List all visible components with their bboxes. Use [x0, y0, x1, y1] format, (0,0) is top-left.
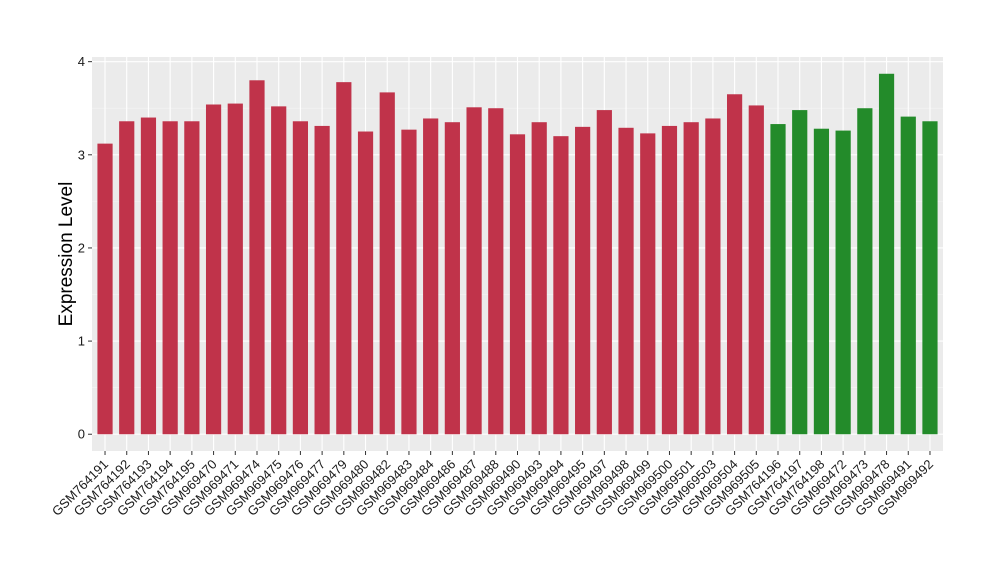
y-tick-label: 1	[78, 334, 85, 349]
bar-GSM969479	[336, 82, 352, 435]
bar-GSM969483	[401, 129, 417, 435]
bar-GSM969476	[292, 121, 309, 435]
bar-GSM764194	[162, 121, 178, 435]
bar-GSM969494	[553, 136, 569, 435]
bar-GSM969500	[661, 125, 678, 435]
bar-GSM764196	[770, 124, 786, 435]
bar-GSM764191	[97, 143, 113, 435]
bar-GSM969488	[488, 108, 504, 435]
bar-GSM969492	[922, 121, 938, 435]
bars	[97, 73, 938, 435]
bar-GSM969482	[379, 92, 395, 435]
y-tick-label: 3	[78, 147, 85, 162]
bar-GSM969501	[683, 122, 699, 435]
bar-GSM969475	[271, 106, 287, 435]
x-axis: GSM764191GSM764192GSM764193GSM764194GSM7…	[49, 451, 936, 519]
bar-GSM969478	[878, 73, 895, 435]
bar-GSM969497	[596, 110, 612, 435]
y-tick-label: 0	[78, 427, 85, 442]
bar-GSM969470	[205, 104, 222, 435]
bar-GSM969480	[357, 131, 374, 435]
bar-GSM969499	[640, 133, 656, 435]
bar-GSM969491	[900, 116, 916, 435]
bar-GSM969503	[705, 118, 721, 435]
bar-GSM969472	[835, 130, 851, 435]
bar-GSM969486	[444, 122, 460, 435]
bar-GSM764192	[119, 121, 135, 435]
bar-GSM969495	[575, 126, 591, 435]
bar-GSM969504	[726, 94, 743, 435]
bar-GSM969471	[227, 103, 243, 435]
bar-GSM969484	[423, 118, 439, 435]
bar-GSM969474	[249, 80, 265, 435]
bar-GSM969473	[857, 108, 873, 435]
bar-GSM969505	[748, 105, 764, 435]
bar-GSM969493	[531, 122, 547, 435]
bar-GSM764193	[140, 117, 157, 435]
bar-GSM764197	[792, 110, 808, 435]
bar-GSM969490	[509, 134, 526, 435]
bar-GSM969477	[314, 125, 330, 435]
bar-GSM969498	[618, 127, 634, 435]
y-tick-label: 2	[78, 240, 85, 255]
bar-GSM764198	[813, 128, 830, 435]
bar-GSM969487	[466, 107, 482, 435]
y-axis-title: Expression Level	[56, 182, 77, 327]
y-axis: 0 1 2 3 4	[78, 54, 92, 442]
y-tick-label: 4	[78, 54, 85, 69]
bar-GSM764195	[184, 121, 200, 435]
